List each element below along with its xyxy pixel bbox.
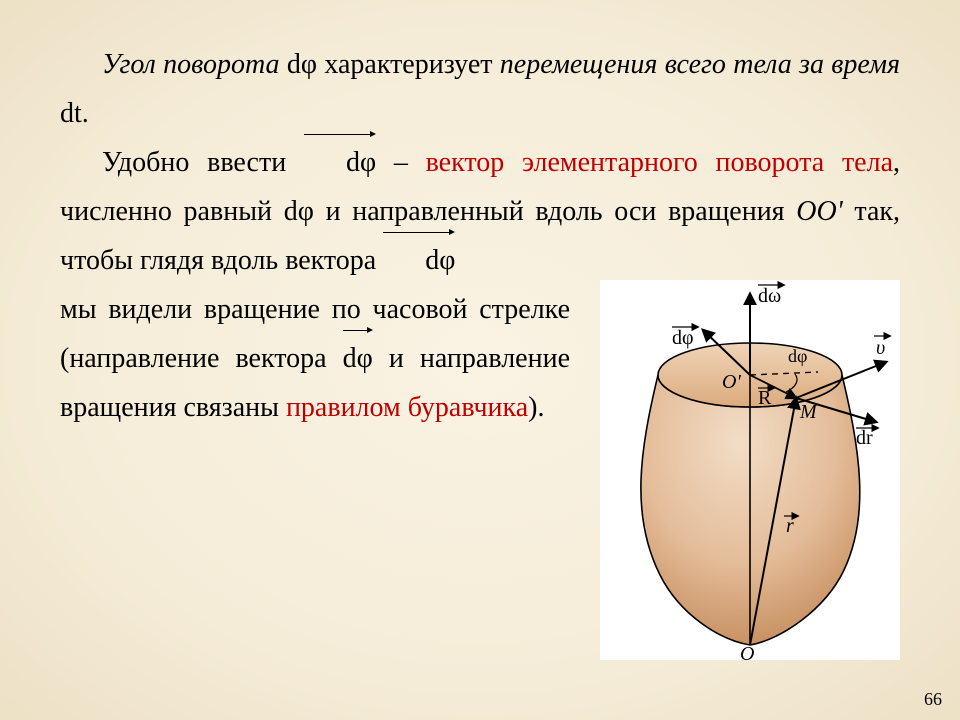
svg-text:dω: dω [758, 285, 781, 307]
rotation-diagram-svg: O' M O dω dφ dφ υ dr [600, 280, 900, 660]
term-elementary-rotation-vector: вектор элементарного поворота тела [426, 147, 893, 178]
paragraph-1: Угол поворота dφ характеризует перемещен… [60, 40, 900, 138]
symbol-dt: dt [60, 98, 82, 129]
label-d-omega: dω [758, 285, 784, 307]
paragraph-2: Удобно ввести dφ – вектор элементарного … [60, 138, 900, 285]
svg-text:dφ: dφ [672, 327, 694, 349]
svg-text:υ: υ [876, 337, 885, 359]
svg-text:dφ: dφ [788, 346, 807, 366]
label-d-phi-angle: dφ [788, 346, 807, 366]
svg-text:r: r [786, 515, 794, 537]
vector-dphi-1: dφ [304, 138, 376, 187]
label-O-prime: O' [722, 371, 741, 393]
rotation-figure: O' M O dω dφ dφ υ dr [600, 280, 900, 660]
vector-dphi-3: dφ [343, 334, 373, 383]
word-characterizes: характеризует [324, 49, 492, 80]
axis-OO: OO' [796, 196, 842, 227]
label-O: O [740, 643, 754, 660]
vector-dphi-2: dφ [383, 236, 455, 285]
term-angle: Угол поворота [102, 49, 280, 80]
page-number: 66 [924, 689, 942, 710]
symbol-dphi: dφ [287, 49, 317, 80]
svg-text:R: R [758, 387, 772, 409]
svg-text:dr: dr [856, 427, 873, 449]
slide-page: Угол поворота dφ характеризует перемещен… [0, 0, 960, 720]
term-gimlet-rule: правилом буравчика [286, 392, 528, 423]
phrase-displacement: перемещения всего тела за время [500, 49, 900, 80]
symbol-dphi-2: dφ [284, 196, 314, 227]
label-M: M [799, 401, 818, 423]
